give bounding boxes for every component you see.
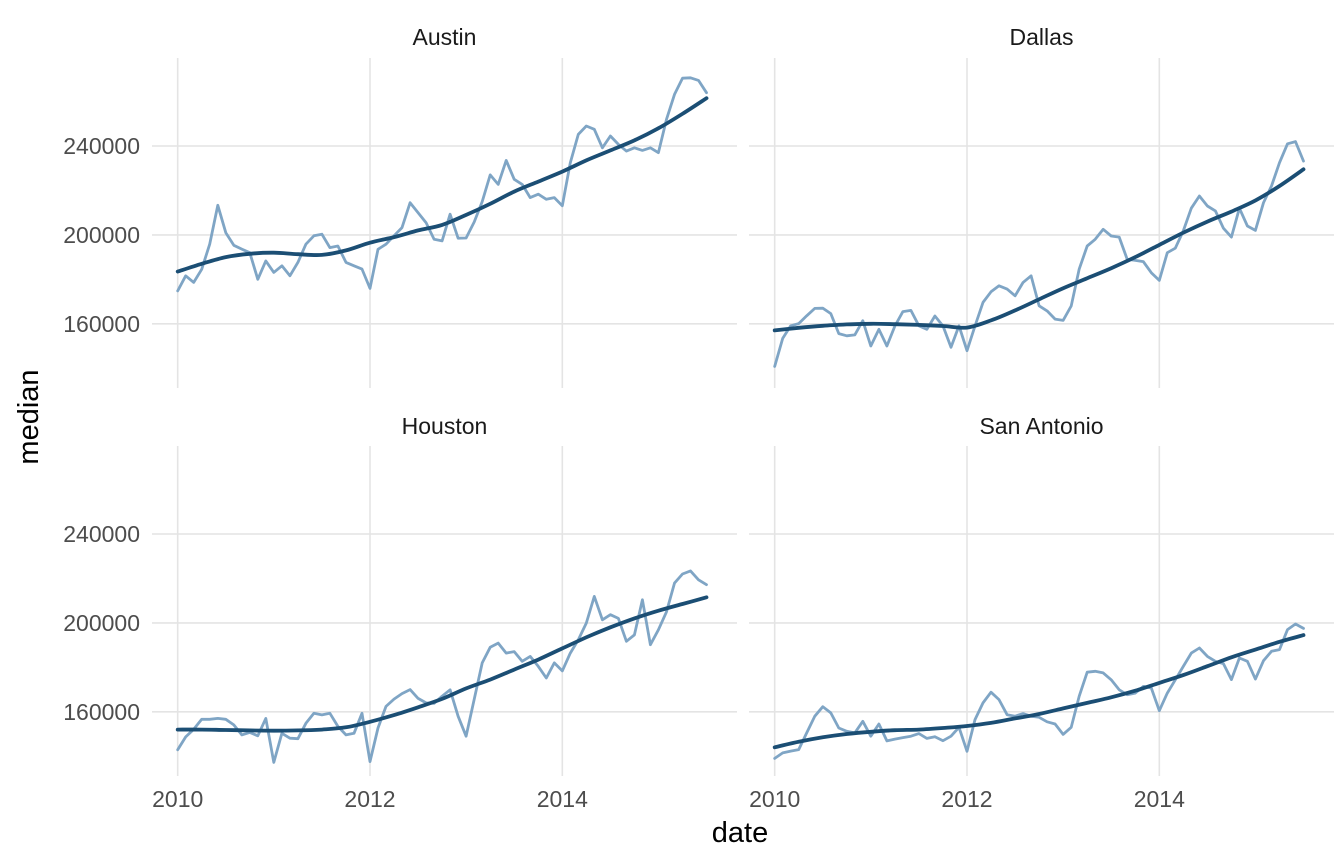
smooth-trend-line-san-antonio: [772, 633, 1306, 750]
monthly-median-line-houston: [176, 569, 708, 764]
monthly-median-line-dallas: [773, 140, 1305, 368]
y-tick-label: 160000: [63, 311, 140, 337]
y-tick-label: 200000: [63, 610, 140, 636]
y-tick-label: 200000: [63, 222, 140, 248]
facet-title-austin: Austin: [413, 24, 477, 50]
labels-layer: Austin Dallas Houston San Antonio 160000 2000…: [63, 24, 1185, 812]
y-tick-label: 240000: [63, 133, 140, 159]
smooth-trend-line-dallas: [772, 167, 1306, 333]
y-tick-label: 160000: [63, 699, 140, 725]
y-axis-title: median: [13, 369, 45, 464]
facet-title-san-antonio: San Antonio: [979, 413, 1103, 439]
monthly-median-line-austin: [176, 76, 708, 293]
x-tick-label: 2012: [344, 786, 395, 812]
x-axis-title: date: [712, 817, 768, 849]
facet-title-dallas: Dallas: [1010, 24, 1074, 50]
monthly-median-line-san-antonio: [773, 622, 1305, 760]
smooth-trend-line-austin: [175, 96, 709, 274]
x-tick-label: 2014: [537, 786, 588, 812]
x-tick-label: 2012: [941, 786, 992, 812]
x-tick-label: 2014: [1134, 786, 1185, 812]
gridlines-layer: [152, 58, 1334, 776]
y-tick-label: 240000: [63, 521, 140, 547]
series-layer: [175, 76, 1306, 764]
x-tick-label: 2010: [749, 786, 800, 812]
x-tick-label: 2010: [152, 786, 203, 812]
smooth-trend-line-houston: [175, 595, 709, 733]
facet-title-houston: Houston: [402, 413, 488, 439]
